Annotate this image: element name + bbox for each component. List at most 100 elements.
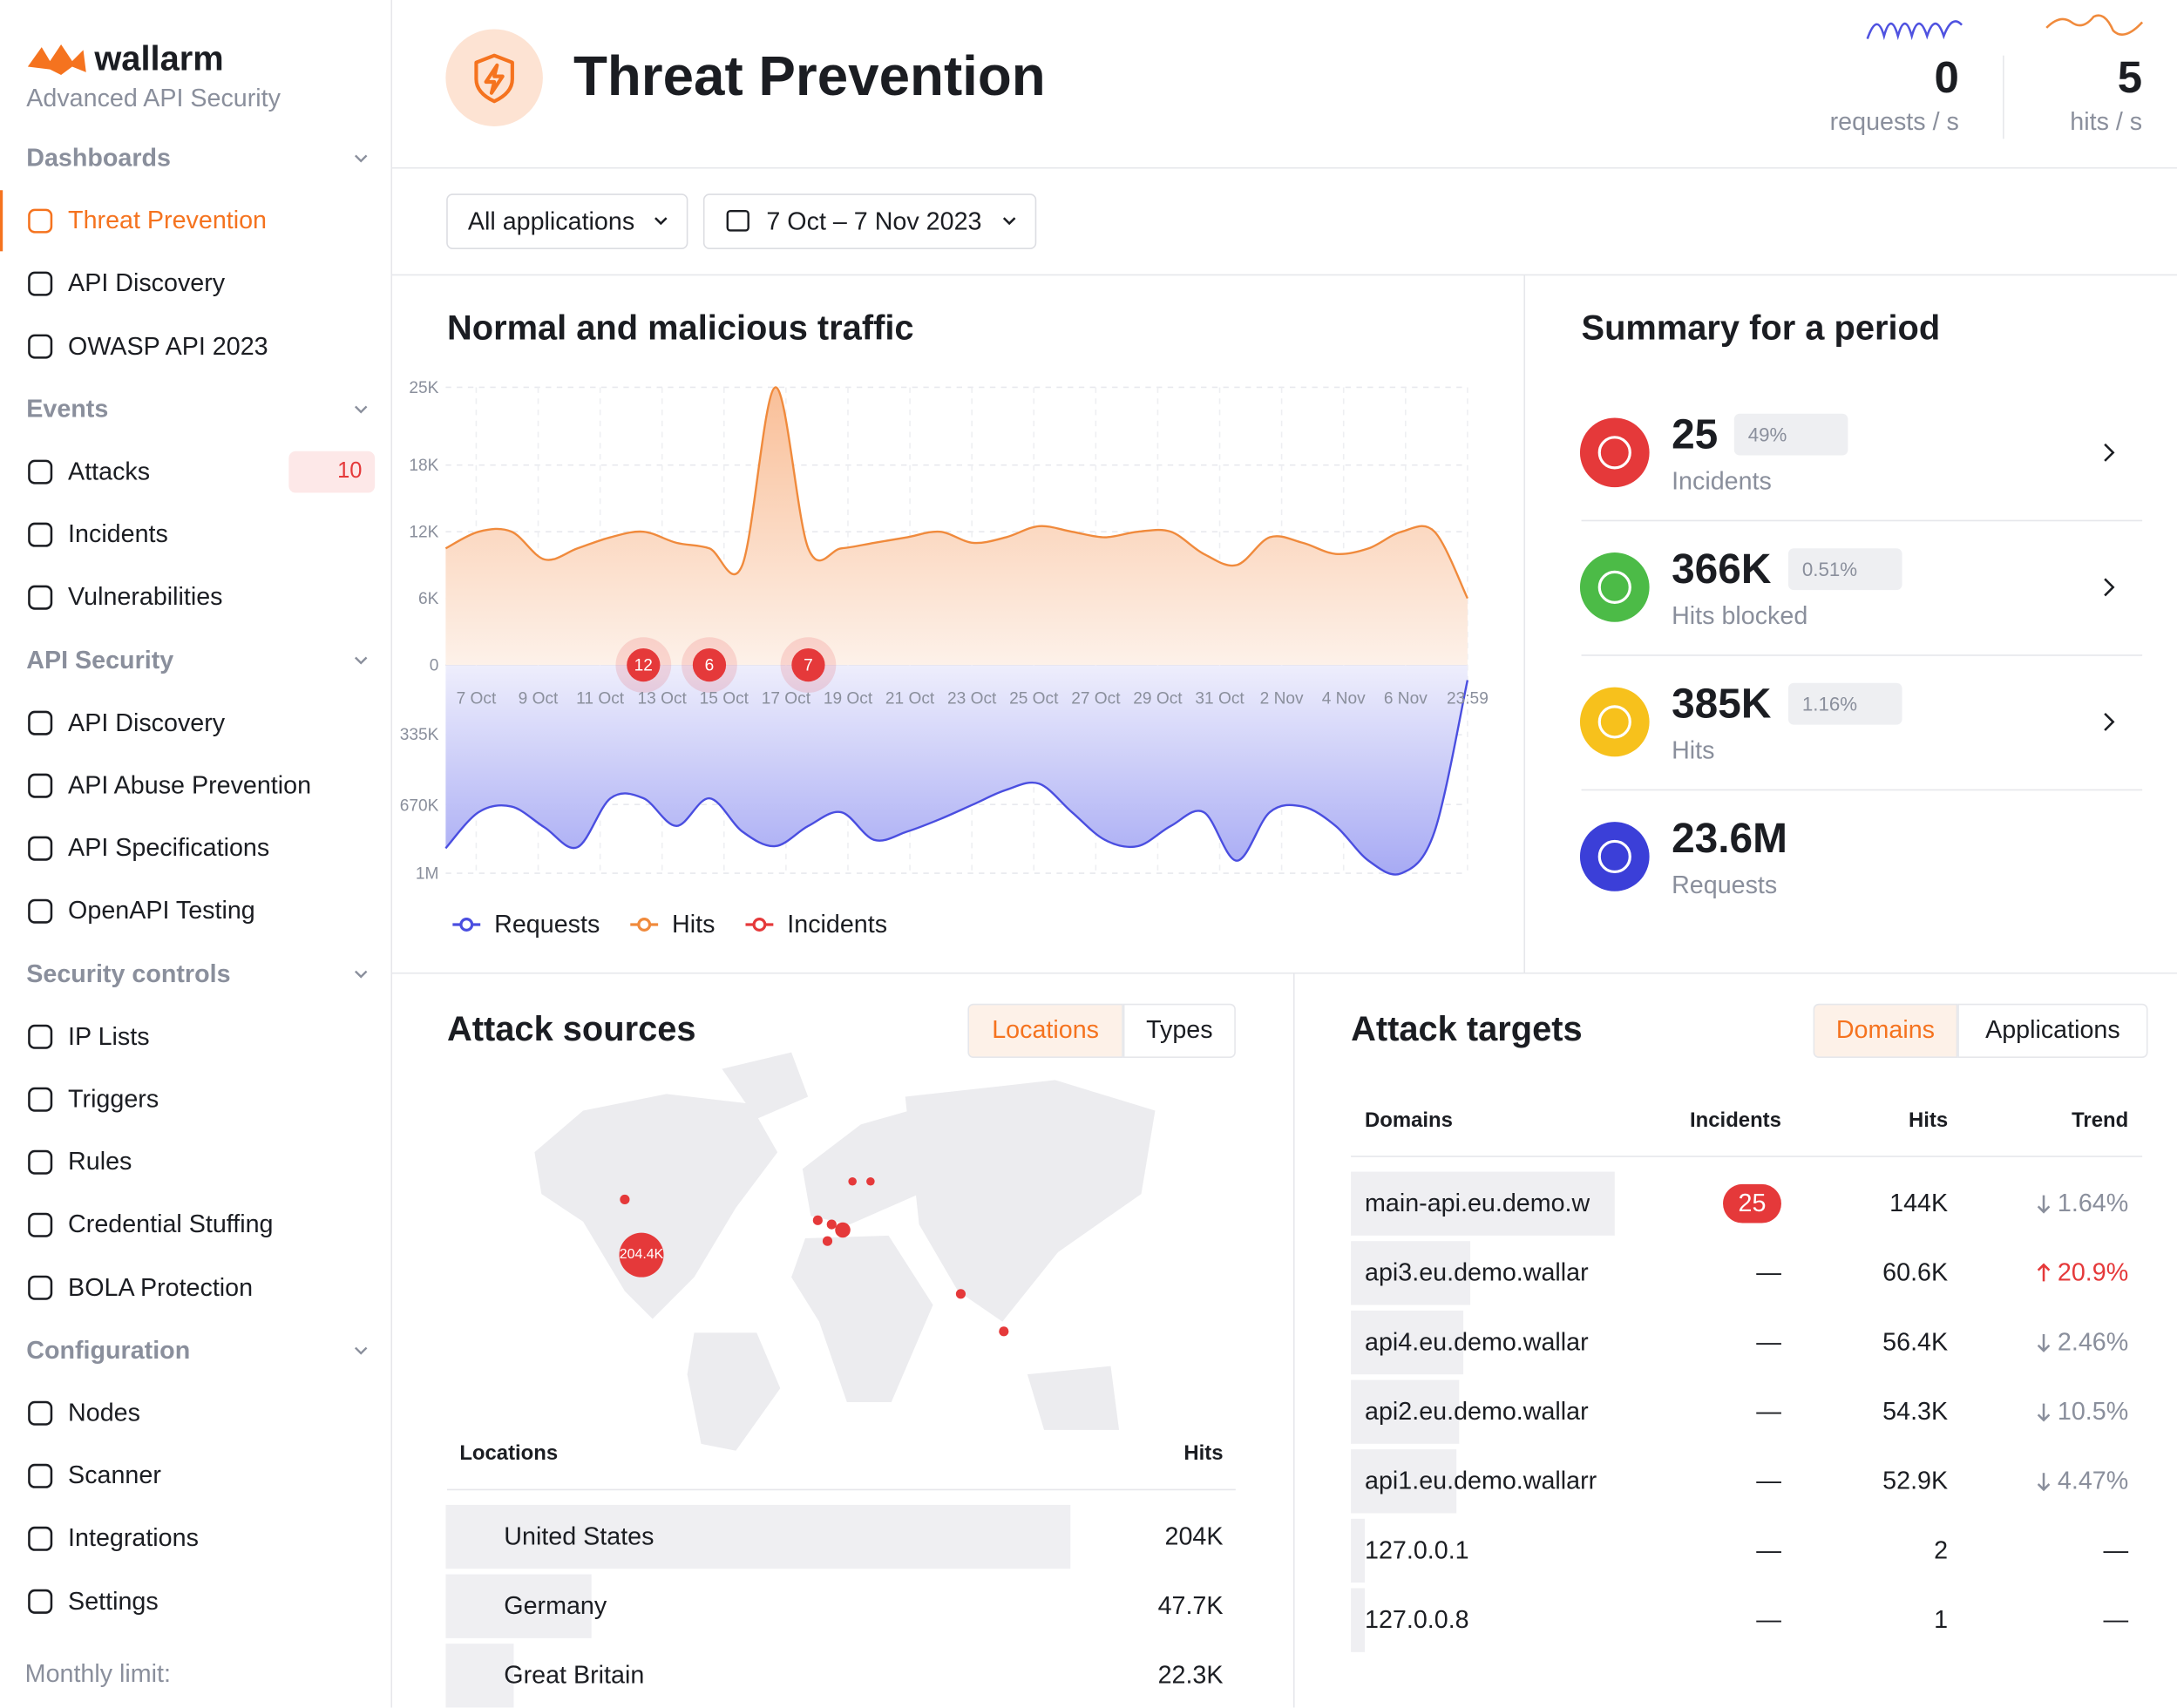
nav-item[interactable]: OWASP API 2023 bbox=[68, 331, 268, 360]
nav-item[interactable]: Rules bbox=[68, 1147, 132, 1176]
nav-icon bbox=[28, 773, 53, 798]
change-badge bbox=[1787, 682, 1902, 725]
domain: 127.0.0.1 bbox=[1365, 1535, 1469, 1564]
summary-label: Requests bbox=[1672, 871, 1778, 899]
applications-select[interactable] bbox=[446, 193, 688, 249]
x-tick-label: 27 Oct bbox=[1071, 688, 1121, 708]
tab[interactable] bbox=[1813, 1003, 1958, 1058]
chevron bbox=[1002, 217, 1016, 226]
summary-icon bbox=[1579, 822, 1650, 891]
trend-arrow bbox=[2037, 1333, 2051, 1352]
change-badge bbox=[1787, 548, 1902, 591]
x-tick-label: 6 Nov bbox=[1383, 688, 1428, 708]
legend-dot bbox=[752, 918, 767, 932]
y-tick-label: 0 bbox=[429, 654, 439, 675]
chevron bbox=[354, 970, 368, 979]
nav-icon bbox=[28, 585, 53, 610]
summary-change: 49% bbox=[1747, 423, 1787, 446]
incident-marker bbox=[791, 647, 825, 682]
domain: api1.eu.demo.wallarr bbox=[1365, 1467, 1597, 1494]
trend-arrow bbox=[2037, 1403, 2051, 1422]
x-tick-label: 25 Oct bbox=[1009, 688, 1059, 708]
x-tick-label: 23 Oct bbox=[947, 688, 997, 708]
nav-item[interactable]: API Discovery bbox=[68, 268, 226, 297]
summary-value: 366K bbox=[1672, 546, 1772, 593]
nav-item[interactable]: API Abuse Prevention bbox=[68, 770, 312, 799]
badge bbox=[288, 451, 376, 493]
nav-icon bbox=[28, 1400, 53, 1426]
sparkline bbox=[1866, 20, 1963, 41]
nav-icon bbox=[28, 1149, 53, 1175]
nav-item[interactable]: Scanner bbox=[68, 1461, 161, 1489]
hits: 144K bbox=[1889, 1189, 1949, 1217]
nav-item[interactable]: BOLA Protection bbox=[68, 1273, 254, 1301]
section-title[interactable]: API Security bbox=[26, 645, 174, 674]
incidents: — bbox=[1756, 1258, 1781, 1287]
chevron bbox=[354, 656, 368, 665]
tab-label[interactable]: Types bbox=[1146, 1015, 1213, 1044]
tab-label[interactable]: Applications bbox=[1985, 1015, 2120, 1044]
hits-bar bbox=[1351, 1449, 1457, 1514]
date-select[interactable] bbox=[702, 193, 1037, 249]
section-title[interactable]: Security controls bbox=[26, 959, 231, 987]
nav-item[interactable]: IP Lists bbox=[68, 1021, 150, 1050]
chart-title: Normal and malicious traffic bbox=[446, 308, 914, 349]
nav-item[interactable]: API Discovery bbox=[68, 708, 226, 736]
legend-dot bbox=[459, 918, 474, 932]
column-header: Incidents bbox=[1690, 1108, 1781, 1133]
location-hits: 204K bbox=[1164, 1522, 1224, 1550]
nav-icon bbox=[28, 1463, 53, 1488]
nav-icon bbox=[28, 1589, 53, 1614]
legend-label[interactable]: Requests bbox=[494, 910, 600, 939]
incidents: — bbox=[1756, 1467, 1781, 1494]
monthly-limit: Monthly limit: bbox=[24, 1659, 172, 1688]
nav-icon bbox=[28, 1024, 53, 1049]
tab-label[interactable]: Domains bbox=[1835, 1015, 1936, 1044]
date-filter[interactable]: 7 Oct – 7 Nov 2023 bbox=[766, 207, 982, 236]
incident-label: 6 bbox=[704, 654, 715, 675]
nav-item[interactable]: Credential Stuffing bbox=[68, 1210, 274, 1238]
change-badge bbox=[1733, 413, 1848, 456]
section-title[interactable]: Configuration bbox=[26, 1336, 191, 1364]
nav-item[interactable]: OpenAPI Testing bbox=[68, 896, 255, 925]
hits-bar bbox=[1351, 1588, 1366, 1652]
hits-bar bbox=[1351, 1310, 1463, 1375]
section-title[interactable]: Dashboards bbox=[26, 143, 172, 172]
nav-item[interactable]: Integrations bbox=[68, 1524, 199, 1552]
tab[interactable] bbox=[1957, 1003, 2148, 1058]
x-tick-label: 21 Oct bbox=[885, 688, 935, 708]
summary-icon-glyph bbox=[1597, 436, 1631, 470]
legend-label[interactable]: Incidents bbox=[787, 910, 888, 939]
tab[interactable] bbox=[967, 1003, 1123, 1058]
trend: 1.64% bbox=[2057, 1189, 2129, 1217]
x-tick-label: 23:59 bbox=[1446, 688, 1489, 708]
section-title[interactable]: Events bbox=[26, 394, 109, 423]
nav-item[interactable]: API Specifications bbox=[68, 833, 270, 862]
hits: 54.3K bbox=[1882, 1397, 1949, 1426]
summary-icon-glyph bbox=[1597, 570, 1631, 604]
nav-item[interactable]: Triggers bbox=[68, 1085, 159, 1113]
applications-filter[interactable]: All applications bbox=[467, 207, 635, 236]
summary-value: 25 bbox=[1672, 412, 1719, 458]
nav-item[interactable]: Attacks bbox=[68, 457, 151, 485]
hits-area bbox=[445, 387, 1468, 666]
incidents: — bbox=[1756, 1535, 1781, 1564]
nav-item[interactable]: Nodes bbox=[68, 1399, 140, 1427]
tab-label[interactable]: Locations bbox=[992, 1015, 1099, 1044]
summary-icon bbox=[1579, 417, 1650, 488]
nav-item[interactable]: Threat Prevention bbox=[68, 206, 267, 234]
tab[interactable] bbox=[1122, 1003, 1236, 1058]
location-name: Great Britain bbox=[504, 1661, 645, 1690]
y-tick-label: 1M bbox=[415, 863, 439, 884]
domain: main-api.eu.demo.w bbox=[1365, 1189, 1590, 1217]
chevron bbox=[654, 217, 668, 226]
nav-item[interactable]: Incidents bbox=[68, 519, 168, 548]
trend-arrow bbox=[2037, 1195, 2051, 1214]
legend-label[interactable]: Hits bbox=[672, 910, 715, 939]
map-bubble-label: 204.4K bbox=[619, 1247, 664, 1263]
chevron bbox=[2104, 578, 2115, 597]
badge-count: 10 bbox=[337, 459, 363, 484]
hits-bar bbox=[445, 1504, 1071, 1569]
nav-item[interactable]: Vulnerabilities bbox=[68, 582, 223, 611]
nav-item[interactable]: Settings bbox=[68, 1587, 159, 1615]
